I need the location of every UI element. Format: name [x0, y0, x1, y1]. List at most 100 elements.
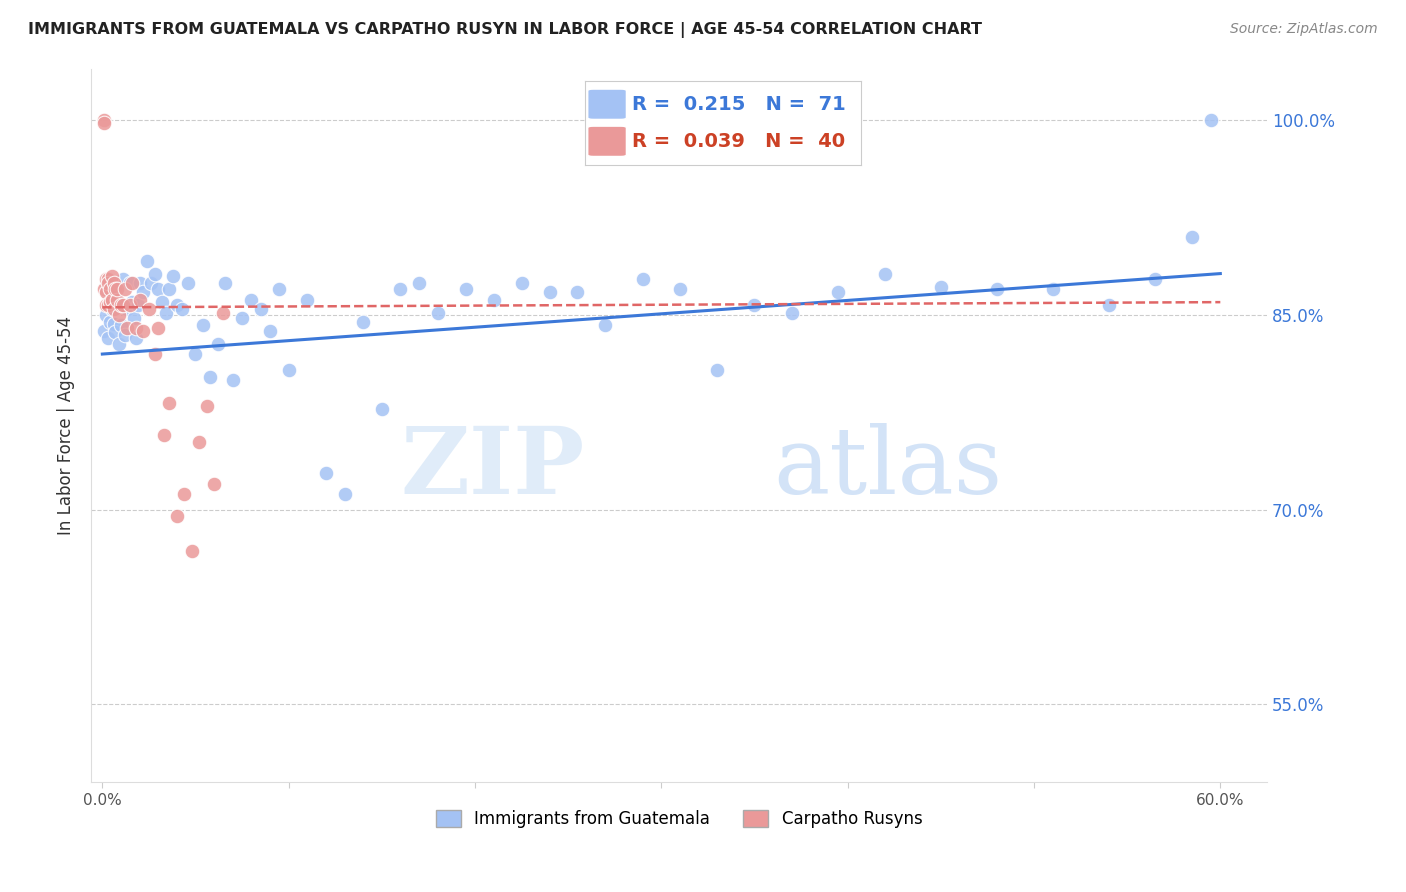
Text: atlas: atlas [773, 424, 1002, 513]
Point [125, 321, 148, 335]
Point [93, 113, 115, 128]
Text: ZIP: ZIP [401, 424, 585, 513]
Text: IMMIGRANTS FROM GUATEMALA VS CARPATHO RUSYN IN LABOR FORCE | AGE 45-54 CORRELATI: IMMIGRANTS FROM GUATEMALA VS CARPATHO RU… [28, 22, 983, 38]
Point [231, 310, 253, 325]
Point [94, 308, 117, 322]
Point [98, 315, 121, 329]
Point [111, 298, 134, 312]
Point [180, 544, 202, 558]
Point [426, 305, 449, 319]
Point [114, 282, 136, 296]
Point [103, 301, 125, 316]
Point [297, 293, 319, 307]
Point [121, 295, 143, 310]
Point [166, 298, 188, 312]
Point [115, 301, 138, 316]
Point [111, 272, 134, 286]
Point [1097, 298, 1119, 312]
Point [195, 399, 218, 413]
Point [121, 276, 143, 290]
Point [780, 305, 803, 319]
Point [389, 282, 412, 296]
Point [269, 282, 291, 296]
Point [371, 401, 394, 416]
Point [128, 293, 150, 307]
Point [103, 317, 125, 331]
Point [127, 298, 149, 312]
Point [166, 509, 188, 524]
Point [191, 318, 214, 333]
Point [259, 324, 281, 338]
Point [408, 276, 430, 290]
Point [200, 370, 222, 384]
Point [188, 435, 211, 450]
Point [120, 276, 142, 290]
Point [114, 327, 136, 342]
Point [162, 269, 184, 284]
Point [108, 336, 131, 351]
Point [207, 336, 229, 351]
Point [240, 293, 263, 307]
Point [98, 282, 121, 296]
Y-axis label: In Labor Force | Age 45-54: In Labor Force | Age 45-54 [58, 316, 75, 535]
Point [125, 331, 148, 345]
Point [249, 301, 271, 316]
Point [139, 276, 162, 290]
Point [97, 276, 120, 290]
Point [93, 324, 115, 338]
Point [98, 295, 121, 310]
Point [143, 267, 166, 281]
Point [172, 301, 194, 316]
Point [100, 293, 122, 307]
Point [333, 487, 356, 501]
Point [222, 373, 245, 387]
Point [94, 298, 117, 312]
Point [97, 298, 120, 312]
Point [150, 295, 173, 310]
Point [103, 276, 125, 290]
Point [1042, 282, 1064, 296]
Point [1199, 113, 1222, 128]
Point [136, 253, 159, 268]
Point [143, 347, 166, 361]
Point [138, 301, 160, 316]
Point [744, 298, 766, 312]
Point [157, 396, 180, 410]
Point [155, 305, 177, 319]
Point [352, 315, 374, 329]
Point [108, 308, 131, 322]
Point [177, 276, 200, 290]
Point [669, 282, 692, 296]
Point [212, 305, 235, 319]
Point [132, 285, 155, 299]
Point [214, 276, 236, 290]
Point [482, 293, 505, 307]
Point [184, 347, 207, 361]
Point [93, 282, 115, 296]
Point [1144, 272, 1167, 286]
Point [157, 282, 180, 296]
Point [595, 318, 617, 333]
Point [100, 269, 122, 284]
Point [173, 487, 195, 501]
Point [706, 362, 728, 376]
Point [148, 321, 170, 335]
Point [986, 282, 1008, 296]
Point [128, 276, 150, 290]
Point [105, 293, 128, 307]
Point [202, 476, 225, 491]
Point [104, 325, 127, 339]
Point [97, 272, 120, 286]
Point [105, 282, 128, 296]
Point [105, 295, 128, 310]
Point [277, 362, 299, 376]
Point [122, 310, 145, 325]
Point [873, 267, 896, 281]
Point [315, 467, 337, 481]
Point [100, 301, 122, 316]
Point [93, 116, 115, 130]
Point [538, 285, 561, 299]
Point [110, 298, 132, 312]
Point [132, 324, 155, 338]
Point [104, 282, 127, 296]
